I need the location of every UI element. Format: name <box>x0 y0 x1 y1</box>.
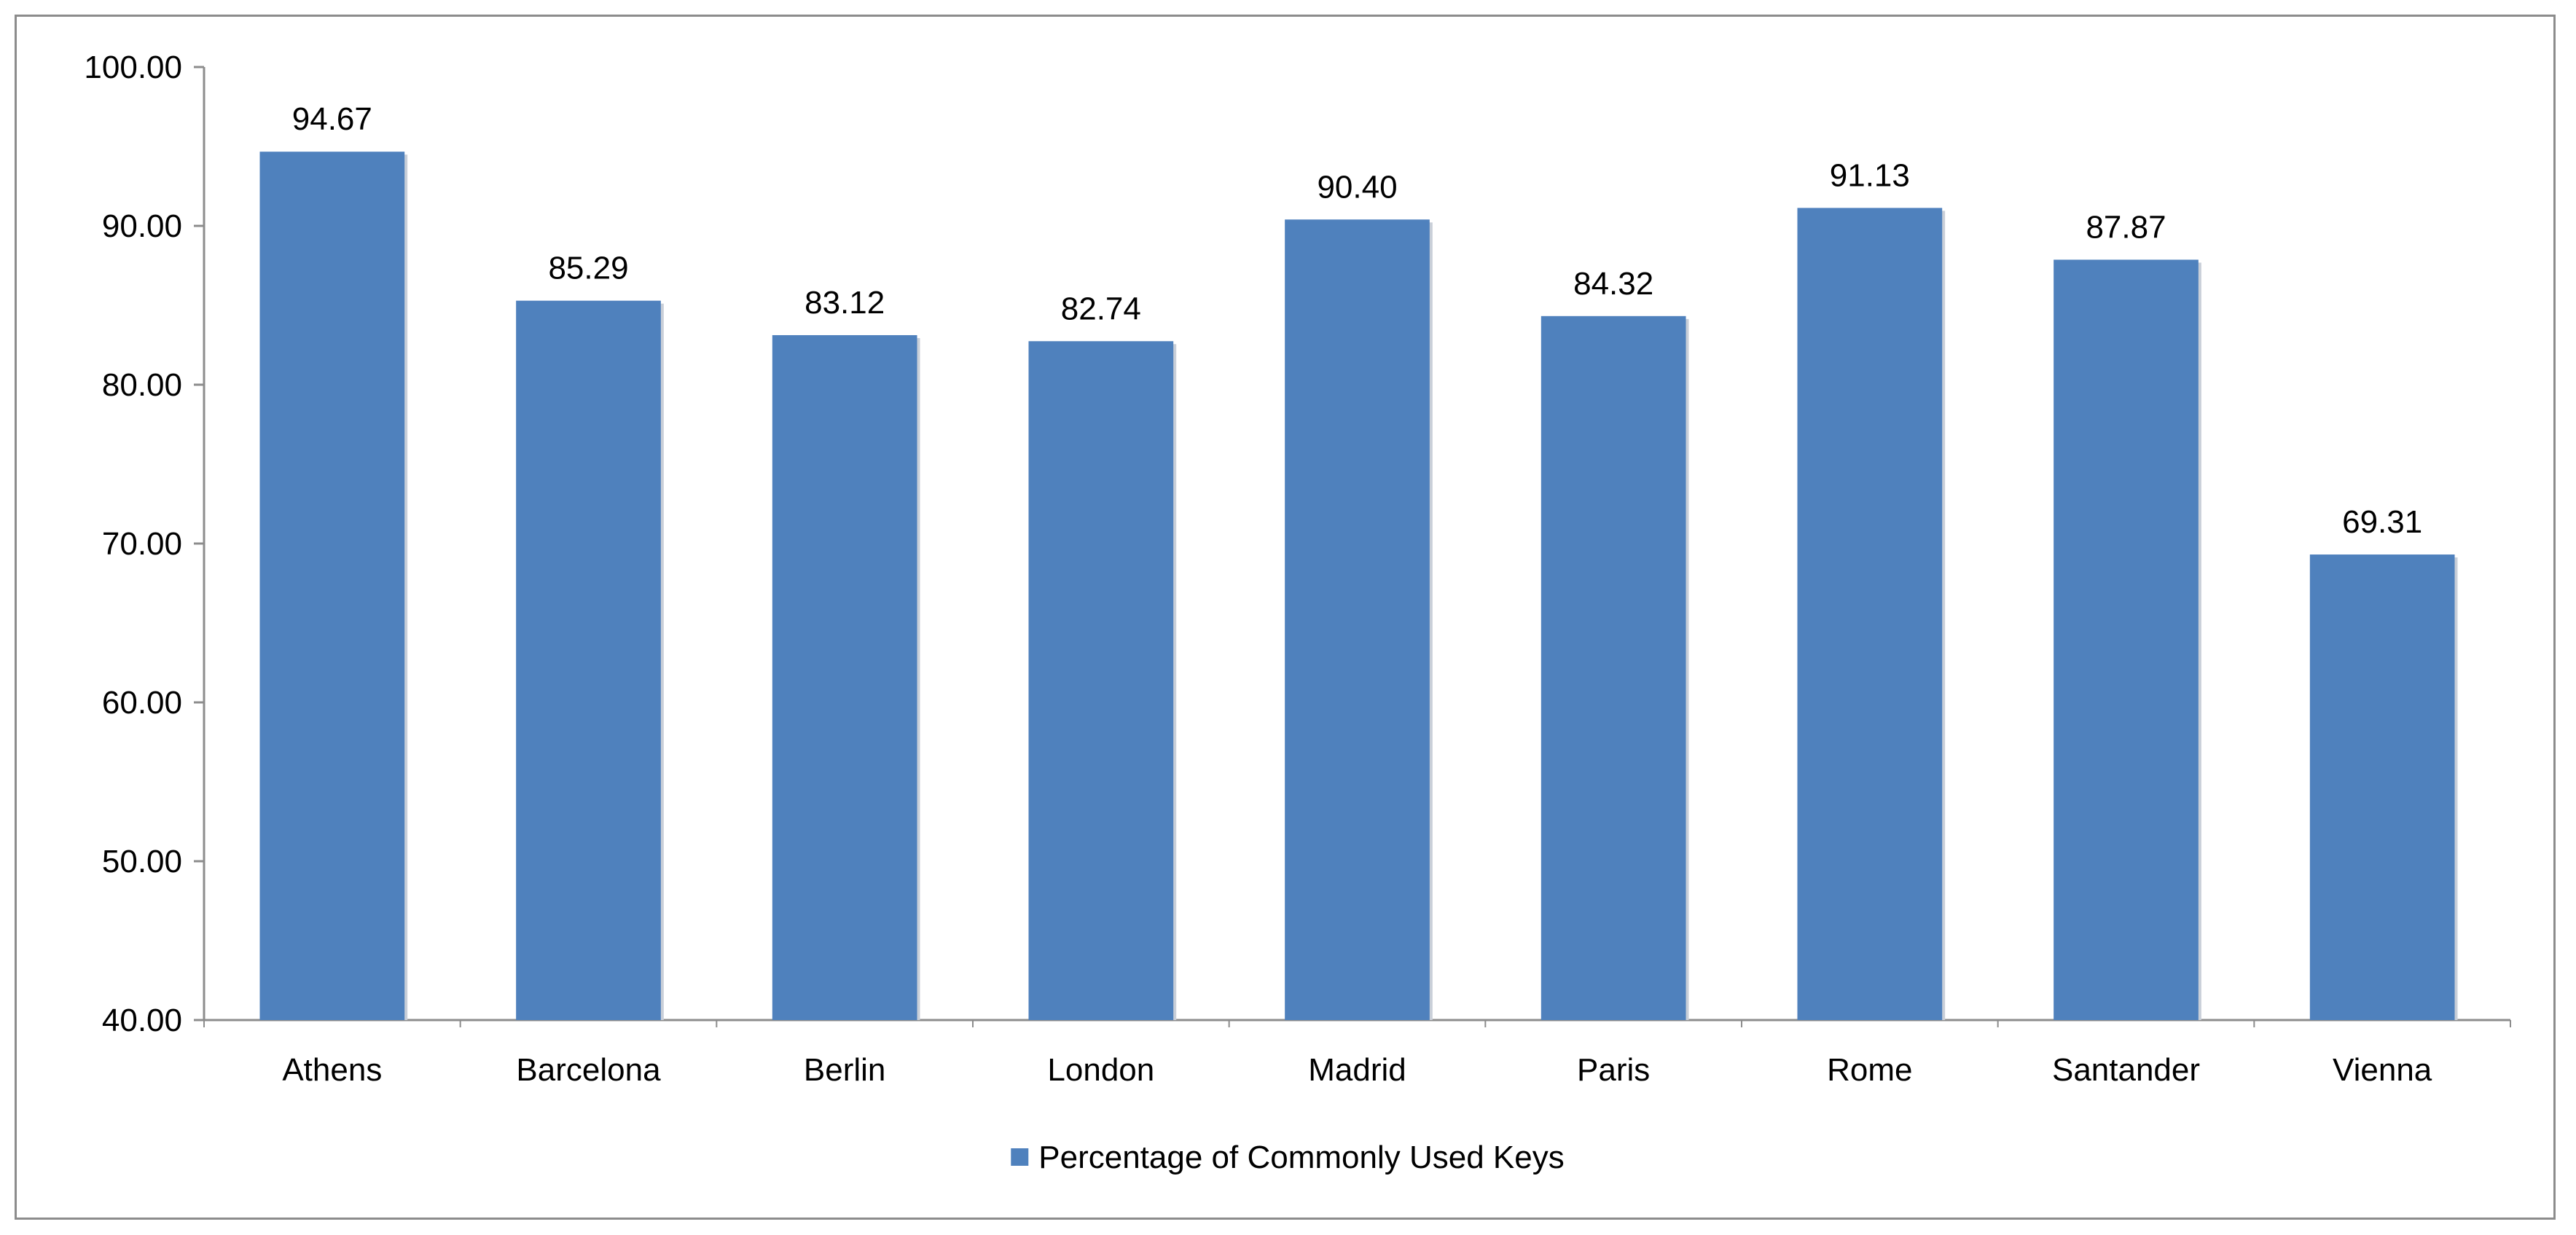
bar <box>2054 259 2199 1021</box>
bar <box>1028 341 1174 1020</box>
category-label: Rome <box>1827 1052 1912 1088</box>
y-tick-label: 70.00 <box>102 526 182 562</box>
data-label: 91.13 <box>1830 157 1910 193</box>
data-label: 85.29 <box>548 251 628 286</box>
category-label: Santander <box>2052 1052 2200 1088</box>
data-labels: 94.67 85.29 83.12 82.74 90.40 84.32 91.13 87.87… <box>292 101 2422 540</box>
data-label: 83.12 <box>804 285 885 321</box>
bar <box>259 152 405 1021</box>
y-tick-label: 100.00 <box>84 50 182 85</box>
data-label: 87.87 <box>2086 209 2166 245</box>
bar <box>1285 219 1430 1020</box>
category-label: Paris <box>1577 1052 1650 1088</box>
legend-swatch <box>1011 1148 1029 1166</box>
category-labels: Athens Barcelona Berlin London Madrid Paris Ro… <box>203 1020 2511 1088</box>
category-label: Barcelona <box>516 1052 661 1088</box>
bar <box>2309 554 2455 1020</box>
legend-label: Percentage of Commonly Used Keys <box>1038 1140 1564 1175</box>
bar <box>1540 315 1686 1021</box>
category-label: Berlin <box>804 1052 886 1088</box>
y-tick-label: 50.00 <box>102 844 182 879</box>
data-label: 94.67 <box>292 101 372 137</box>
data-label: 69.31 <box>2342 504 2422 540</box>
y-tick-label: 90.00 <box>102 208 182 244</box>
bar <box>516 300 661 1021</box>
y-axis-ticks: 40.00 50.00 60.00 70.00 80.00 90.00 100.00 <box>84 50 204 1038</box>
category-label: Vienna <box>2333 1052 2432 1088</box>
category-label: Madrid <box>1308 1052 1406 1088</box>
bar <box>1797 208 1943 1021</box>
y-tick-label: 60.00 <box>102 685 182 721</box>
bar <box>772 334 917 1020</box>
bars <box>259 152 2458 1021</box>
data-label: 90.40 <box>1317 169 1397 205</box>
y-tick-label: 40.00 <box>102 1003 182 1038</box>
data-label: 82.74 <box>1061 291 1141 326</box>
data-label: 84.32 <box>1573 266 1653 302</box>
category-label: London <box>1047 1052 1154 1088</box>
y-tick-label: 80.00 <box>102 367 182 403</box>
legend: Percentage of Commonly Used Keys <box>1011 1140 1565 1175</box>
category-label: Athens <box>282 1052 382 1088</box>
